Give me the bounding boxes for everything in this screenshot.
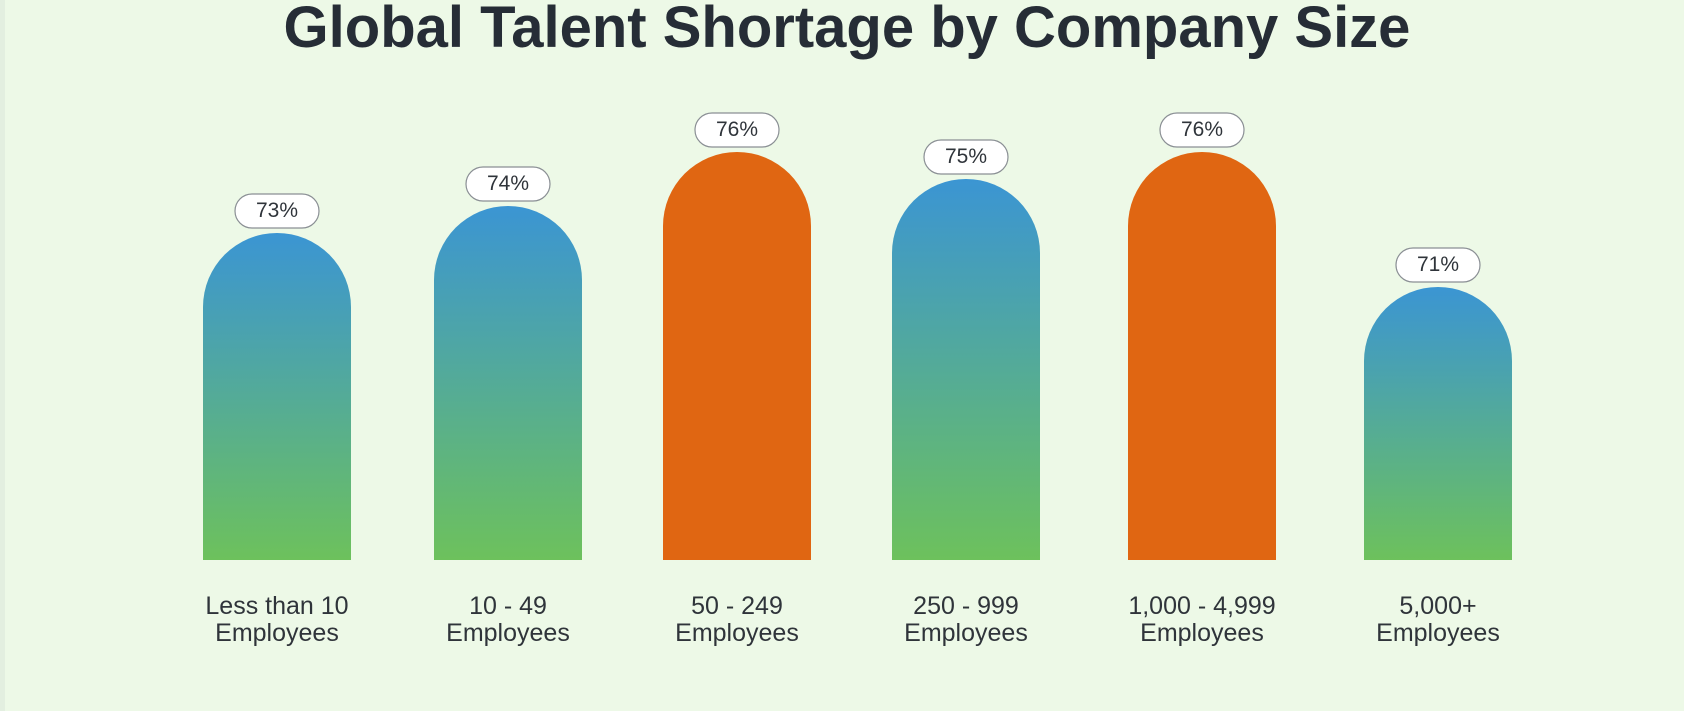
category-label-4-line-1: Employees <box>1140 619 1264 647</box>
category-label-4-line-0: 1,000 - 4,999 <box>1128 592 1275 620</box>
bar-4 <box>1128 152 1276 560</box>
value-pill-2 <box>694 112 780 148</box>
category-label-5-line-0: 5,000+ <box>1399 592 1476 620</box>
chart-title: Global Talent Shortage by Company Size <box>283 0 1411 60</box>
category-label-2-line-0: 50 - 249 <box>691 592 783 620</box>
bar-chart: 73%74%76%75%76%71% Less than 10Employees… <box>203 112 1512 647</box>
bars-group <box>203 152 1512 560</box>
value-pill-0 <box>234 193 320 229</box>
category-label-0-line-1: Employees <box>215 619 339 647</box>
bar-3 <box>892 179 1040 560</box>
category-label-3-line-0: 250 - 999 <box>913 592 1019 620</box>
category-label-1-line-0: 10 - 49 <box>469 592 547 620</box>
value-pill-4 <box>1159 112 1245 148</box>
category-label-3-line-1: Employees <box>904 619 1028 647</box>
value-label-4: 76% <box>1181 118 1223 141</box>
bar-2 <box>663 152 811 560</box>
value-pill-1 <box>465 166 551 202</box>
category-label-2-line-1: Employees <box>675 619 799 647</box>
value-label-3: 75% <box>945 145 987 168</box>
value-label-2: 76% <box>716 118 758 141</box>
value-label-1: 74% <box>487 172 529 195</box>
value-label-0: 73% <box>256 199 298 222</box>
bar-5 <box>1364 287 1512 560</box>
value-pill-3 <box>923 139 1009 175</box>
value-labels-group: 73% 74% 76% 75% 76% 71% <box>234 112 1481 283</box>
bar-0 <box>203 233 351 560</box>
value-label-5: 71% <box>1417 253 1459 276</box>
category-label-0-line-0: Less than 10 <box>205 592 348 620</box>
bar-1 <box>434 206 582 560</box>
value-pill-5 <box>1395 247 1481 283</box>
category-label-5-line-1: Employees <box>1376 619 1500 647</box>
category-label-1-line-1: Employees <box>446 619 570 647</box>
